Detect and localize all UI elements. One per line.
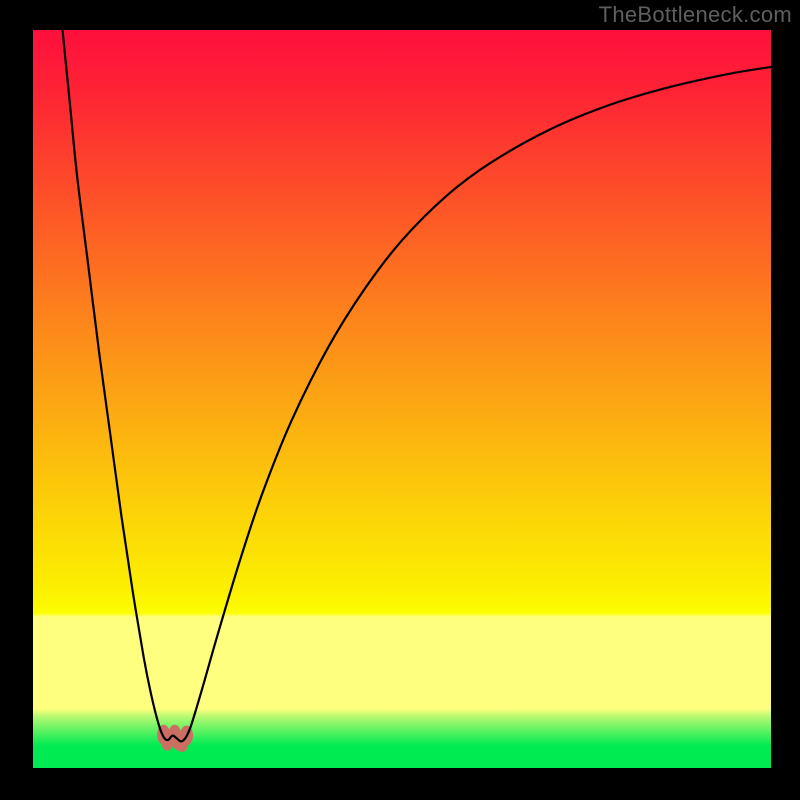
plot-svg bbox=[33, 30, 771, 768]
plot-area bbox=[33, 30, 771, 768]
watermark-text: TheBottleneck.com bbox=[599, 2, 792, 28]
chart-container: TheBottleneck.com bbox=[0, 0, 800, 800]
